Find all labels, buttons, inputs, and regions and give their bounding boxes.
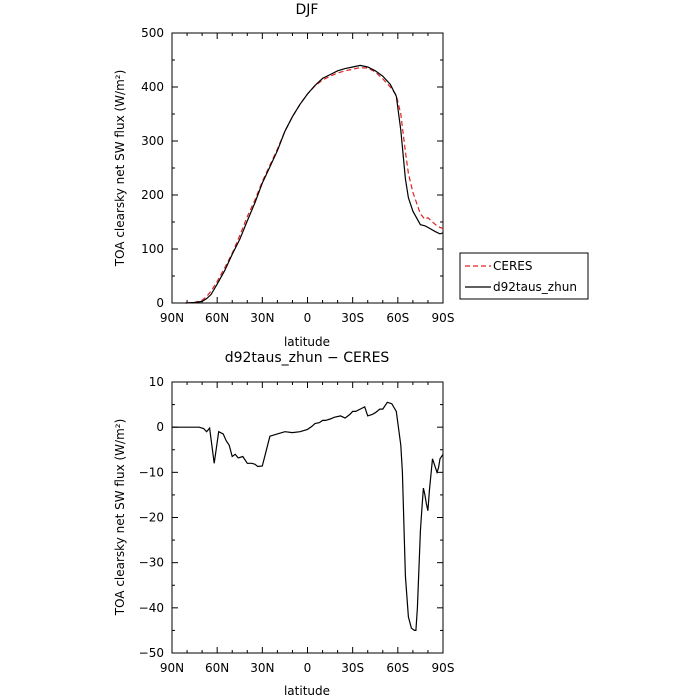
top-series-lines [185,64,444,304]
bottom-x-tick-label: 90S [432,661,455,675]
top-plot-frame [171,32,444,304]
top-y-tick-label: 500 [141,26,164,40]
top-y-tick-label: 100 [141,242,164,256]
bottom-x-tick-label: 30N [250,661,274,675]
top-x-tick-label: 90N [160,311,184,325]
top-x-tick-label: 60N [205,311,229,325]
bottom-y-tick-label: −50 [139,646,164,660]
bottom-y-tick-label: −10 [139,465,164,479]
legend-label: d92taus_zhun [493,280,577,294]
top-x-tick-label: 0 [304,311,312,325]
top-x-tick-label: 90S [432,311,455,325]
bottom-x-tick-label: 0 [304,661,312,675]
bottom-series-lines [172,401,444,632]
bottom-y-tick-label: 0 [156,420,164,434]
top-y-axis-label: TOA clearsky net SW flux (W/m²) [113,70,127,268]
bottom-panel: d92taus_zhun − CERES 90N 60N 30N 0 30S 60S 90S… [113,350,454,698]
legend-label: CERES [493,259,533,273]
bottom-plot-frame [171,381,444,654]
bottom-y-axis-label: TOA clearsky net SW flux (W/m²) [113,419,127,617]
top-series-line-1 [185,64,444,304]
bottom-y-tick-label: 10 [149,375,164,389]
top-x-tick-label: 30N [250,311,274,325]
bottom-y-tick-label: −40 [139,601,164,615]
top-x-tick-label: 30S [341,311,364,325]
bottom-x-tick-label: 60N [205,661,229,675]
bottom-y-tick-label: −30 [139,556,164,570]
bottom-x-tick-label: 60S [386,661,409,675]
bottom-x-tick-label: 30S [341,661,364,675]
top-chart-title: DJF [296,2,319,18]
bottom-chart-title: d92taus_zhun − CERES [225,350,390,366]
bottom-x-tick-label: 90N [160,661,184,675]
top-y-tick-label: 200 [141,188,164,202]
legend: CERES d92taus_zhun [459,252,589,300]
bottom-x-axis-label: latitude [284,684,330,698]
bottom-series-line-0 [172,401,444,632]
top-series-line-0 [185,66,444,304]
top-x-tick-label: 60S [386,311,409,325]
legend-box [459,252,589,300]
top-panel: DJF 90N 60N 30N 0 30S 60S 90S0100200300400500 … [113,2,589,349]
bottom-axis-ticks: 90N 60N 30N 0 30S 60S 90S −50 −40 −30 −20 −10 0 10 [139,375,455,675]
top-y-tick-label: 300 [141,134,164,148]
top-axis-ticks: 90N 60N 30N 0 30S 60S 90S 0 100 200 300 400 500 [141,26,454,325]
top-y-tick-label: 0 [156,296,164,310]
bottom-y-tick-label: −20 [139,511,164,525]
top-y-tick-label: 400 [141,80,164,94]
top-x-axis-label: latitude [284,335,330,349]
